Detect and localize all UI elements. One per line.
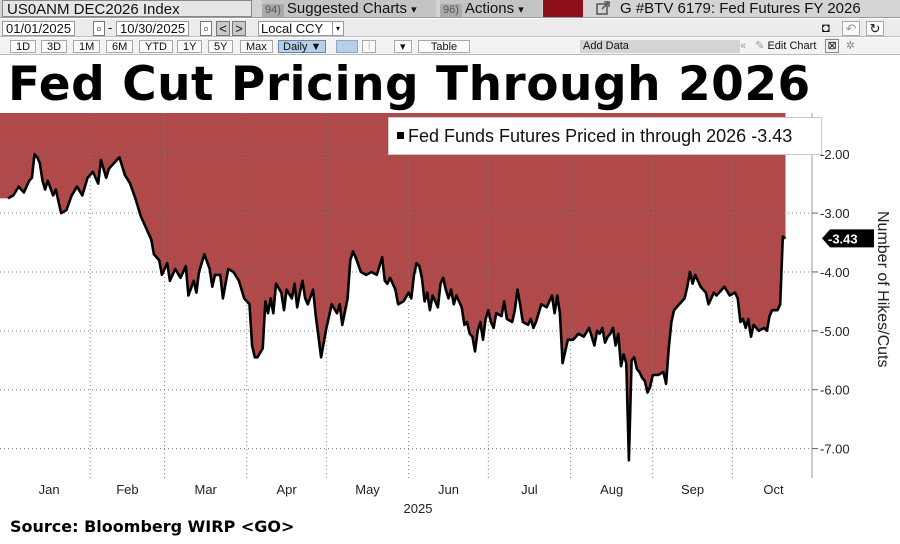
range-button-1m[interactable]: 1M <box>73 40 101 53</box>
end-date-input[interactable]: 10/30/2025 <box>116 21 190 36</box>
chevron-down-icon: ▾ <box>332 22 343 35</box>
x-tick-label: Jul <box>521 482 538 497</box>
actions-number: 96) <box>440 4 462 17</box>
x-tick-label: May <box>355 482 380 497</box>
x-tick-label: Mar <box>194 482 217 497</box>
range-toolbar: 1D 3D 1M 6M YTD 1Y 5Y Max Daily ▼ ⦚ ▾ Ta… <box>0 38 900 55</box>
graph-title: G #BTV 6179: Fed Futures FY 2026 <box>590 0 900 17</box>
x-axis: Jan Feb Mar Apr May Jun Jul Aug Sep Oct <box>39 482 784 497</box>
y-tick-label: -5.00 <box>820 324 850 339</box>
actions-label: Actions <box>464 0 515 17</box>
undo-icon[interactable]: ↶ <box>842 21 860 36</box>
actions-button[interactable]: 96) Actions ▾ <box>440 0 542 17</box>
range-button-1d[interactable]: 1D <box>10 40 37 53</box>
start-date-input[interactable]: 01/01/2025 <box>2 21 76 36</box>
chart-headline: Fed Cut Pricing Through 2026 <box>8 57 811 112</box>
previous-period-icon[interactable]: < <box>216 21 230 36</box>
last-value-badge-shape <box>822 229 874 248</box>
area-fill <box>0 113 786 461</box>
pencil-icon[interactable]: ✎ <box>755 40 765 52</box>
collapse-icon[interactable]: « <box>740 40 747 52</box>
x-tick-label: Apr <box>276 482 297 497</box>
chart-legend: Fed Funds Futures Priced in through 2026… <box>388 117 822 155</box>
y-tick-label: -7.00 <box>820 442 850 457</box>
y-tick-label: -4.00 <box>820 265 850 280</box>
chevron-down-icon: ▾ <box>518 4 524 16</box>
last-value-badge: -3.43 <box>822 229 874 248</box>
calendar-icon[interactable]: ▫ <box>93 21 105 36</box>
table-button[interactable]: Table <box>418 40 470 53</box>
y-axis: -2.00 -3.00 -4.00 -5.00 -6.00 -7.00 <box>812 147 850 457</box>
y-tick-label: -6.00 <box>820 383 850 398</box>
edit-chart-controls: « ✎ Edit Chart ⊠ ✲ <box>740 39 900 53</box>
date-separator: - <box>108 20 113 35</box>
y-tick-label: -3.00 <box>820 206 850 221</box>
y-axis-title: Number of Hikes/Cuts <box>874 211 891 368</box>
next-period-icon[interactable]: > <box>232 21 246 36</box>
red-action-button[interactable] <box>543 0 583 17</box>
range-button-5y[interactable]: 5Y <box>208 40 234 53</box>
suggested-charts-label: Suggested Charts <box>286 0 407 17</box>
gear-icon[interactable]: ✲ <box>845 40 855 52</box>
top-toolbar: US0ANM DEC2026 Index 94) Suggested Charts… <box>0 0 900 18</box>
range-button-1y[interactable]: 1Y <box>177 40 203 53</box>
chart-settings-icon[interactable]: ⊠ <box>825 39 839 53</box>
range-button-max[interactable]: Max <box>240 40 273 53</box>
x-tick-label: Sep <box>681 482 704 497</box>
date-toolbar: 01/01/2025 ▫ - 10/30/2025 ▫ < > Local CC… <box>0 19 900 37</box>
range-button-3d[interactable]: 3D <box>41 40 68 53</box>
legend-label: Fed Funds Futures Priced in through 2026… <box>408 126 793 146</box>
x-tick-label: Jan <box>39 482 60 497</box>
legend-marker <box>397 132 404 139</box>
chevron-down-icon: ▾ <box>411 4 417 16</box>
security-ticker-field[interactable]: US0ANM DEC2026 Index <box>2 0 252 17</box>
x-axis-year-label: 2025 <box>404 501 433 515</box>
range-button-6m[interactable]: 6M <box>106 40 134 53</box>
suggested-charts-number: 94) <box>262 4 284 17</box>
y-tick-label: -2.00 <box>820 147 850 162</box>
source-note: Source: Bloomberg WIRP <GO> <box>10 517 295 536</box>
add-data-input[interactable]: Add Data <box>580 40 740 53</box>
external-link-icon[interactable] <box>596 1 610 15</box>
fed-futures-chart: -2.00 -3.00 -4.00 -5.00 -6.00 -7.00 Jan Feb Mar… <box>0 113 891 515</box>
calendar-icon[interactable]: ▫ <box>200 21 212 36</box>
last-value-label: -3.43 <box>828 231 858 246</box>
save-icon[interactable]: ◘ <box>822 20 830 35</box>
x-tick-label: Aug <box>600 482 623 497</box>
x-tick-label: Feb <box>116 482 138 497</box>
graph-title-label: G #BTV 6179: Fed Futures FY 2026 <box>620 0 861 17</box>
range-button-ytd[interactable]: YTD <box>139 40 173 53</box>
frequency-select[interactable]: Daily ▼ <box>278 40 327 53</box>
currency-select[interactable]: Local CCY ▾ <box>258 21 344 36</box>
edit-chart-button[interactable]: Edit Chart <box>767 40 817 52</box>
bar-style-icon[interactable]: ⦚ <box>362 40 377 53</box>
series-line <box>7 152 787 462</box>
x-tick-label: Jun <box>438 482 459 497</box>
x-tick-label: Oct <box>763 482 784 497</box>
currency-label: Local CCY <box>261 21 324 36</box>
chevron-down-icon: ▼ <box>310 41 322 53</box>
suggested-charts-button[interactable]: 94) Suggested Charts ▾ <box>262 0 436 17</box>
refresh-icon[interactable]: ↻ <box>866 21 884 36</box>
chart-type-button[interactable] <box>336 40 358 53</box>
frequency-label: Daily <box>283 41 308 53</box>
chevron-down-icon[interactable]: ▾ <box>394 40 412 53</box>
